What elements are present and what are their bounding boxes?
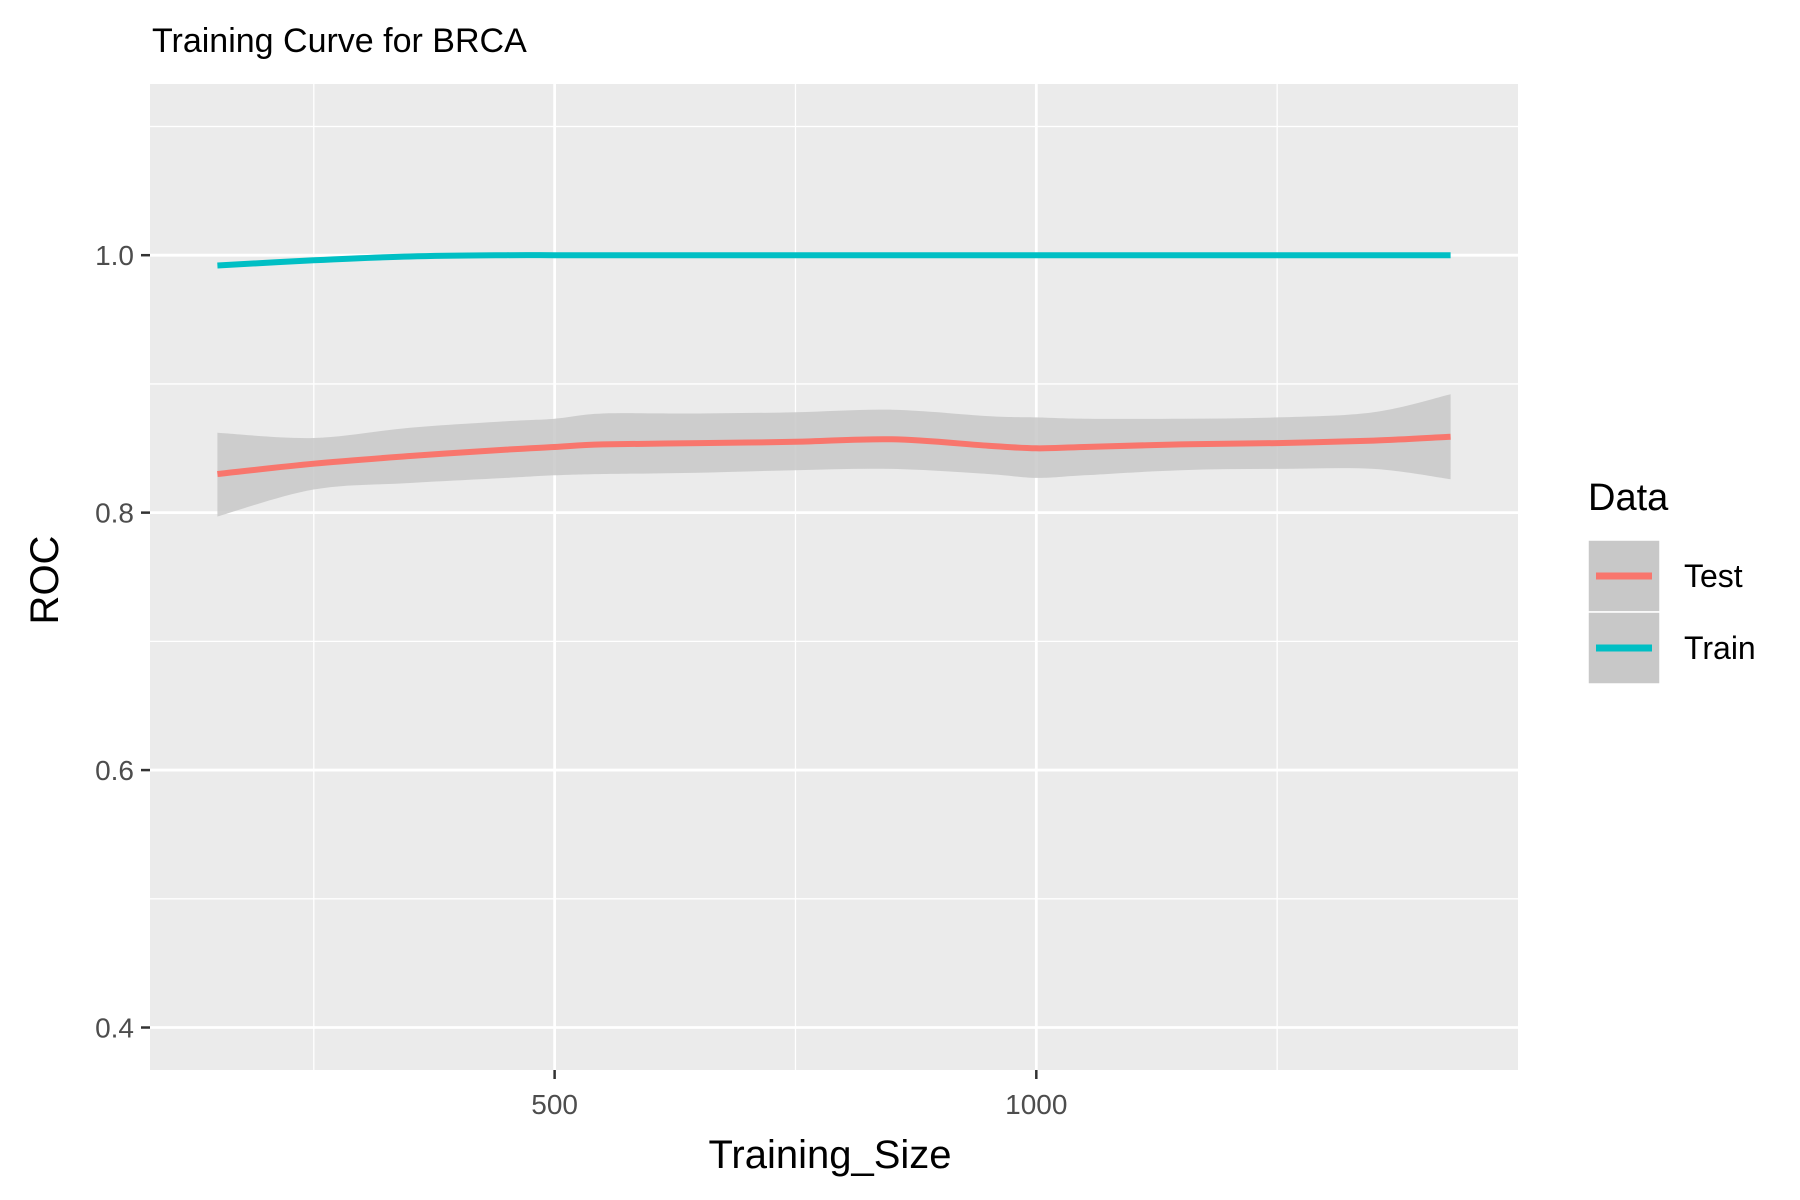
y-tick-label: 0.8: [95, 498, 134, 529]
legend: Data Test Train: [1587, 477, 1756, 685]
chart-title: Training Curve for BRCA: [152, 22, 527, 60]
plot-panel: [150, 84, 1518, 1070]
y-tick-label: 0.6: [95, 755, 134, 786]
legend-label-test: Test: [1684, 558, 1743, 594]
x-tick-label: 500: [531, 1089, 578, 1120]
legend-label-train: Train: [1684, 630, 1756, 666]
grid-minor: [150, 84, 1518, 1070]
y-axis-title: ROC: [23, 536, 67, 625]
y-tick-label: 1.0: [95, 240, 134, 271]
x-tick-label: 1000: [1005, 1089, 1067, 1120]
series-line-train: [217, 252, 1451, 269]
series-lines: [217, 252, 1451, 477]
y-tick-label: 0.4: [95, 1013, 134, 1044]
confidence-bands: [217, 394, 1451, 517]
legend-title: Data: [1588, 477, 1669, 519]
band-test: [217, 394, 1451, 517]
x-axis-title: Training_Size: [708, 1133, 951, 1177]
series-line-test: [217, 433, 1451, 477]
x-axis: 500 1000: [531, 1070, 1067, 1120]
y-axis: 0.4 0.6 0.8 1.0: [95, 240, 150, 1044]
